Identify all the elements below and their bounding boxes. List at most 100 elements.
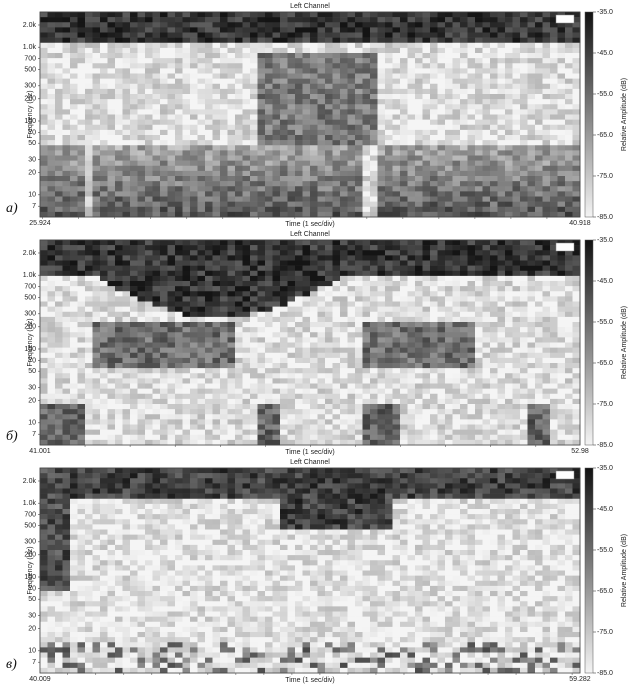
spectrogram-cell [520, 104, 528, 109]
spectrogram-cell [363, 79, 371, 84]
spectrogram-cell [190, 130, 198, 135]
spectrogram-cell [310, 202, 318, 207]
spectrogram-cell [483, 17, 491, 22]
spectrogram-cell [250, 84, 258, 89]
spectrogram-cell [535, 99, 543, 104]
spectrogram-cell [145, 115, 153, 120]
spectrogram-cell [258, 307, 266, 312]
spectrogram-cell [243, 17, 251, 22]
spectrogram-cell [40, 296, 48, 301]
spectrogram-cell [310, 150, 318, 155]
spectrogram-cell [303, 435, 311, 440]
spectrogram-cell [130, 109, 138, 114]
spectrogram-cell [318, 171, 326, 176]
spectrogram-cell [355, 414, 363, 419]
spectrogram-cell [565, 156, 573, 161]
spectrogram-cell [205, 440, 213, 445]
spectrogram-cell [393, 109, 401, 114]
spectrogram-cell [153, 276, 161, 281]
spectrogram-cell [363, 74, 371, 79]
spectrogram-cell [160, 84, 168, 89]
spectrogram-cell [423, 156, 431, 161]
spectrogram-cell [303, 130, 311, 135]
spectrogram-cell [378, 271, 386, 276]
spectrogram-cell [355, 322, 363, 327]
spectrogram-cell [100, 145, 108, 150]
spectrogram-cell [483, 27, 491, 32]
spectrogram-cell [190, 94, 198, 99]
spectrogram-cell [145, 68, 153, 73]
spectrogram-cell [295, 281, 303, 286]
spectrogram-cell [205, 312, 213, 317]
spectrogram-cell [160, 125, 168, 130]
spectrogram-cell [288, 135, 296, 140]
spectrogram-cell [115, 140, 123, 145]
spectrogram-cell [318, 63, 326, 68]
spectrogram-cell [490, 68, 498, 73]
spectrogram-cell [513, 38, 521, 43]
spectrogram-cell [438, 63, 446, 68]
spectrogram-cell [258, 430, 266, 435]
spectrogram-cell [258, 286, 266, 291]
spectrogram-cell [243, 353, 251, 358]
spectrogram-cell [115, 68, 123, 73]
spectrogram-cell [333, 99, 341, 104]
spectrogram-cell [415, 266, 423, 271]
spectrogram-cell [123, 266, 131, 271]
spectrogram-cell [70, 389, 78, 394]
spectrogram-cell [498, 120, 506, 125]
spectrogram-cell [423, 63, 431, 68]
spectrogram-cell [40, 348, 48, 353]
spectrogram-cell [85, 266, 93, 271]
spectrogram-cell [295, 17, 303, 22]
spectrogram-cell [265, 394, 273, 399]
spectrogram-cell [130, 250, 138, 255]
spectrogram-cell [108, 197, 116, 202]
spectrogram-cell [363, 327, 371, 332]
spectrogram-cell [370, 409, 378, 414]
spectrogram-cell [93, 130, 101, 135]
spectrogram-cell [48, 281, 56, 286]
spectrogram-cell [460, 74, 468, 79]
spectrogram-cell [130, 307, 138, 312]
spectrogram-cell [115, 322, 123, 327]
spectrogram-cell [265, 327, 273, 332]
spectrogram-cell [115, 363, 123, 368]
spectrogram-cell [228, 130, 236, 135]
spectrogram-cell [333, 181, 341, 186]
spectrogram-cell [100, 327, 108, 332]
spectrogram-cell [153, 394, 161, 399]
spectrogram-cell [430, 191, 438, 196]
spectrogram-cell [370, 394, 378, 399]
spectrogram-cell [453, 115, 461, 120]
spectrogram-cell [348, 286, 356, 291]
spectrogram-cell [55, 414, 63, 419]
spectrogram-cell [558, 27, 566, 32]
spectrogram-cell [498, 125, 506, 130]
spectrogram-cell [190, 240, 198, 245]
spectrogram-cell [205, 286, 213, 291]
spectrogram-cell [70, 48, 78, 53]
spectrogram-cell [168, 281, 176, 286]
spectrogram-cell [55, 17, 63, 22]
spectrogram-cell [483, 150, 491, 155]
spectrogram-cell [145, 348, 153, 353]
spectrogram-cell [445, 22, 453, 27]
spectrogram-cell [370, 425, 378, 430]
spectrogram-cell [258, 250, 266, 255]
y-tick-label: 700 [24, 55, 36, 62]
spectrogram-cell [415, 384, 423, 389]
spectrogram-cell [108, 212, 116, 217]
spectrogram-cell [55, 353, 63, 358]
spectrogram-cell [40, 38, 48, 43]
spectrogram-cell [48, 240, 56, 245]
spectrogram-cell [415, 430, 423, 435]
spectrogram-cell [213, 255, 221, 260]
spectrogram-cell [498, 197, 506, 202]
spectrogram-cell [250, 89, 258, 94]
spectrogram-cell [318, 115, 326, 120]
spectrogram-cell [205, 115, 213, 120]
spectrogram-cell [460, 27, 468, 32]
spectrogram-cell [280, 63, 288, 68]
spectrogram-cell [415, 166, 423, 171]
